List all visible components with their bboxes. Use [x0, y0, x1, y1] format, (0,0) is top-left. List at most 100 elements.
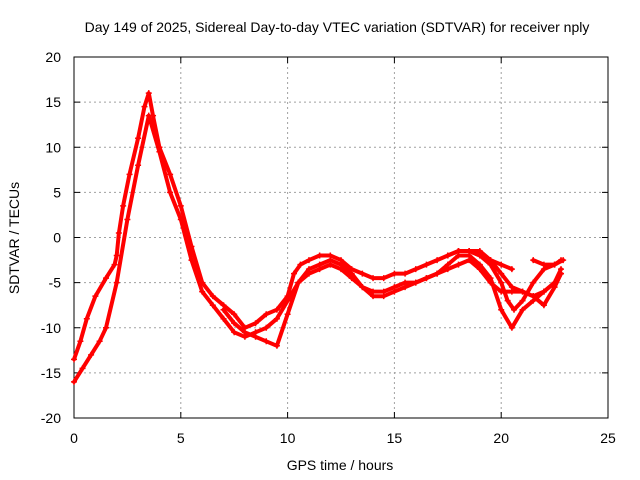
series-track-3	[220, 252, 565, 349]
data-point	[530, 279, 537, 286]
data-point	[530, 257, 537, 264]
data-point	[316, 261, 323, 268]
data-point	[96, 338, 103, 345]
data-point	[135, 135, 142, 142]
data-point	[434, 270, 441, 277]
data-point	[327, 257, 334, 264]
data-point	[305, 257, 312, 264]
x-tick-label: 10	[280, 430, 296, 446]
data-point	[380, 275, 387, 282]
y-tick-label: 20	[45, 49, 61, 65]
data-point	[530, 293, 537, 300]
data-point	[412, 279, 419, 286]
data-point	[519, 288, 526, 295]
y-tick-label: -15	[41, 365, 61, 381]
axis-ticks: 0 5 10 15 20 25 -20 -15 -10 -5 0 5 10 15 20	[41, 49, 616, 446]
data-point	[434, 257, 441, 264]
data-point	[252, 320, 259, 327]
data-point	[560, 257, 567, 264]
data-point	[498, 270, 505, 277]
data-marks	[71, 90, 567, 385]
data-point	[113, 252, 120, 259]
data-point	[423, 261, 430, 268]
data-point	[231, 329, 238, 336]
series-track-5	[455, 248, 515, 273]
grid	[74, 57, 608, 418]
series-line	[531, 258, 566, 267]
data-point	[455, 261, 462, 268]
data-point	[476, 261, 483, 268]
data-point	[273, 315, 280, 322]
data-point	[220, 315, 227, 322]
data-point	[504, 297, 511, 304]
x-tick-label: 0	[70, 430, 78, 446]
data-point	[498, 261, 505, 268]
data-point	[111, 261, 118, 268]
y-tick-label: 10	[45, 139, 61, 155]
data-point	[273, 342, 280, 349]
data-point	[444, 261, 451, 268]
data-point	[145, 90, 152, 97]
data-point	[273, 306, 280, 313]
data-point	[77, 338, 84, 345]
data-point	[167, 189, 174, 196]
data-point	[519, 297, 526, 304]
data-point	[241, 329, 248, 336]
data-point	[156, 148, 163, 155]
data-point	[540, 288, 547, 295]
x-tick-label: 20	[493, 430, 509, 446]
data-point	[220, 306, 227, 313]
data-point	[508, 324, 515, 331]
data-point	[380, 293, 387, 300]
data-point	[103, 324, 110, 331]
data-point	[291, 270, 298, 277]
data-point	[487, 275, 494, 282]
data-point	[284, 297, 291, 304]
data-point	[466, 248, 473, 255]
data-point	[558, 270, 565, 277]
data-point	[402, 284, 409, 291]
y-tick-label: -5	[49, 275, 62, 291]
data-point	[177, 216, 184, 223]
data-point	[135, 162, 142, 169]
data-point	[297, 261, 304, 268]
data-point	[295, 279, 302, 286]
data-point	[402, 270, 409, 277]
data-point	[359, 284, 366, 291]
data-point	[508, 284, 515, 291]
data-point	[305, 266, 312, 273]
x-tick-label: 5	[177, 430, 185, 446]
data-point	[284, 311, 291, 318]
data-point	[231, 311, 238, 318]
x-tick-label: 15	[387, 430, 403, 446]
y-tick-label: 0	[53, 230, 61, 246]
data-point	[209, 293, 216, 300]
data-point	[177, 202, 184, 209]
data-point	[199, 288, 206, 295]
data-point	[370, 293, 377, 300]
data-point	[83, 315, 90, 322]
data-point	[188, 257, 195, 264]
data-point	[476, 252, 483, 259]
data-point	[263, 311, 270, 318]
data-point	[508, 266, 515, 273]
data-point	[519, 306, 526, 313]
data-point	[71, 356, 77, 363]
data-point	[359, 270, 366, 277]
series-track-6	[530, 257, 567, 268]
data-point	[423, 275, 430, 282]
data-point	[412, 266, 419, 273]
data-point	[498, 306, 505, 313]
data-point	[115, 229, 122, 236]
data-point	[551, 261, 558, 268]
data-point	[145, 112, 152, 119]
data-point	[511, 306, 518, 313]
data-point	[252, 333, 259, 340]
data-point	[71, 378, 77, 385]
data-point	[498, 279, 505, 286]
data-point	[124, 216, 131, 223]
y-tick-label: 5	[53, 184, 61, 200]
data-point	[348, 270, 355, 277]
data-point	[92, 293, 99, 300]
x-tick-label: 25	[600, 430, 616, 446]
